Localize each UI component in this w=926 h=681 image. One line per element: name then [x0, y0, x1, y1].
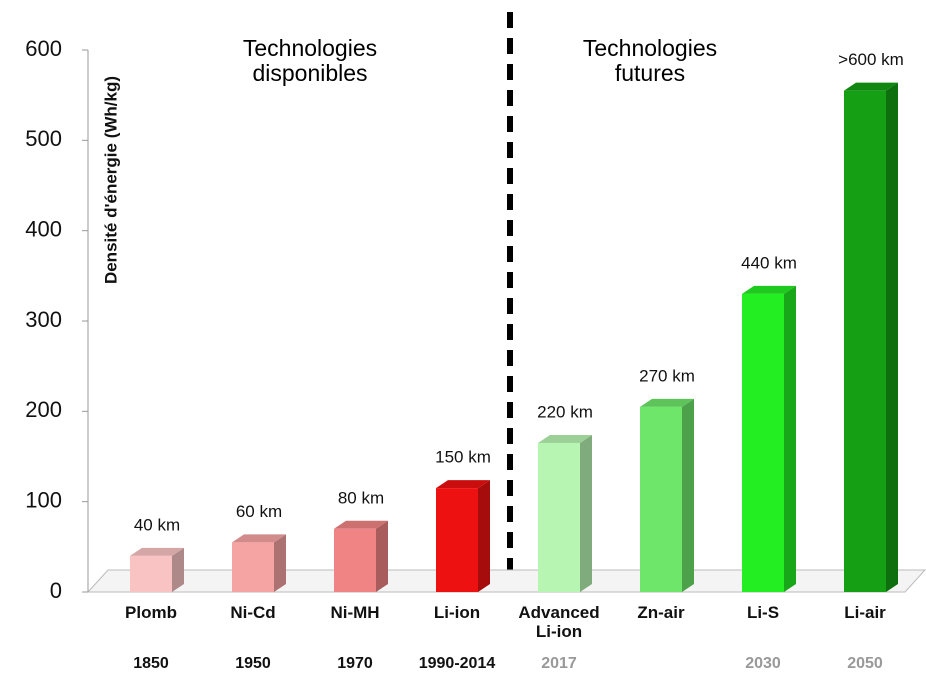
bar-side [478, 480, 490, 592]
range-label: 440 km [741, 253, 797, 272]
y-tick-label: 400 [25, 216, 62, 241]
year-label: 2030 [745, 655, 781, 672]
x-tick-label: Zn-air [637, 603, 685, 622]
range-label: 150 km [435, 448, 491, 467]
bar-side [682, 398, 694, 592]
range-label: 40 km [134, 515, 180, 534]
bar [640, 406, 682, 592]
annotation: Technologies futures [582, 35, 718, 87]
bar-side [580, 434, 592, 592]
x-tick-label: Li-S [746, 603, 780, 622]
year-label: 2017 [541, 655, 577, 672]
range-label: 220 km [537, 402, 593, 421]
bar-side [886, 82, 898, 593]
bar-side [172, 547, 184, 592]
y-axis-label: Densité d'énergie (Wh/kg) [101, 76, 120, 284]
bar [742, 293, 784, 592]
x-tick-label: Li-ion [433, 603, 481, 622]
x-tick-label: Ni-MH [330, 603, 380, 622]
bar-top [232, 534, 286, 543]
bar-side [376, 520, 388, 592]
y-tick-label: 200 [25, 397, 62, 422]
bar [436, 488, 478, 592]
bar-top [130, 547, 184, 556]
x-tick-label: Advanced Li-ion [518, 603, 600, 641]
floor [86, 569, 926, 593]
bar-top [334, 520, 388, 529]
bar [334, 528, 376, 592]
bar [538, 442, 580, 592]
year-label: 1950 [235, 655, 271, 672]
year-label: 1850 [133, 655, 169, 672]
bar [844, 90, 886, 593]
bar [232, 542, 274, 592]
x-tick-label: Ni-Cd [230, 603, 276, 622]
x-tick-label: Li-air [844, 603, 886, 622]
year-label: 1990-2014 [418, 655, 496, 672]
x-tick-label: Plomb [125, 603, 177, 622]
range-label: 80 km [338, 488, 384, 507]
bar-top [742, 285, 796, 294]
bar-top [844, 82, 898, 91]
y-tick-label: 0 [50, 578, 62, 603]
bar-side [274, 534, 286, 592]
range-label: >600 km [838, 50, 904, 69]
range-label: 270 km [639, 366, 695, 385]
year-label: 2050 [847, 655, 883, 672]
y-tick-label: 600 [25, 36, 62, 61]
year-label: 1970 [337, 655, 373, 672]
y-tick-label: 100 [25, 487, 62, 512]
bar-top [640, 398, 694, 407]
bar [130, 555, 172, 592]
bar-side [784, 285, 796, 592]
bar-top [538, 434, 592, 443]
bar-top [436, 480, 490, 489]
y-tick-label: 500 [25, 126, 62, 151]
y-tick-label: 300 [25, 307, 62, 332]
range-label: 60 km [236, 502, 282, 521]
annotation: Technologies disponibles [242, 35, 378, 87]
